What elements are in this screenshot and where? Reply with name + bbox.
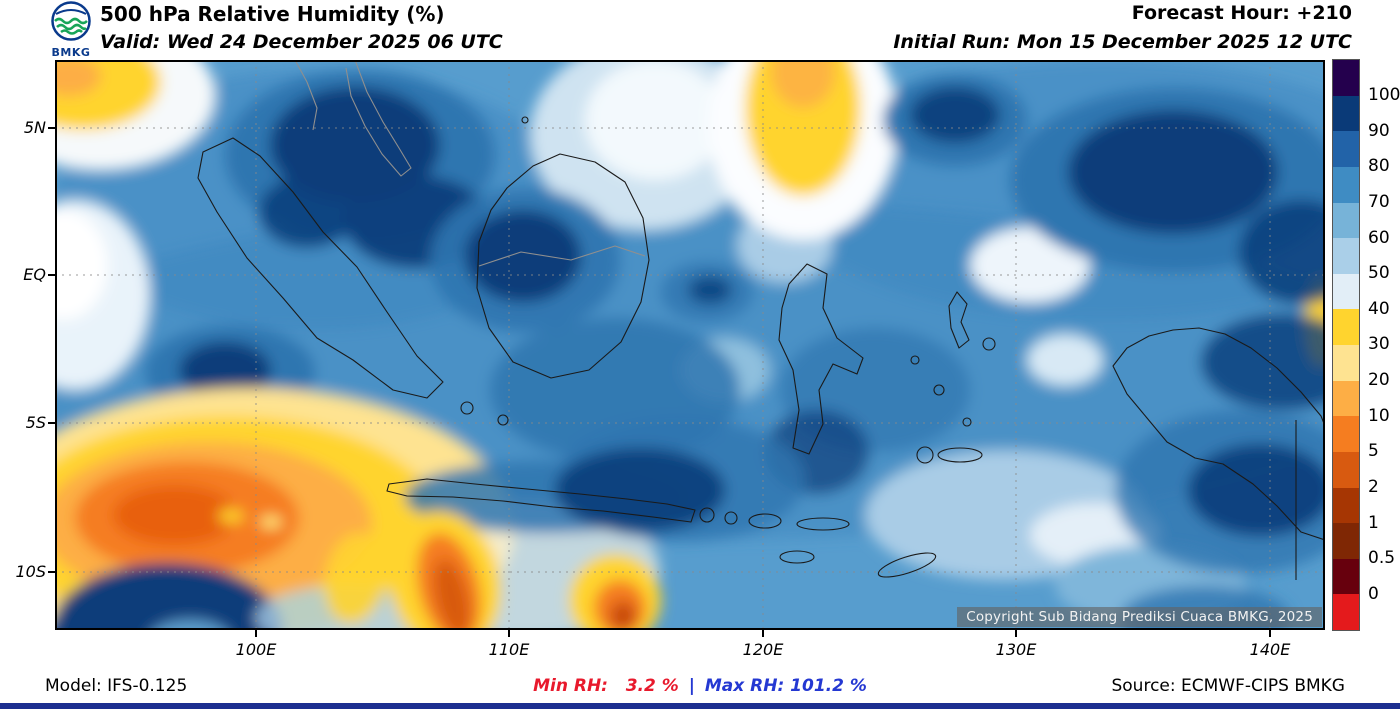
x-tick [762,630,764,637]
x-axis-label-140e: 140E [1249,640,1291,659]
max-rh-label: Max RH: 101.2 % [704,676,867,696]
y-axis-label-5n: 5N [23,118,46,137]
x-axis-label-110e: 110E [488,640,530,659]
colorbar-label: 1 [1368,513,1379,533]
min-max-separator: | [688,676,695,696]
bmkg-logo: BMKG [42,1,100,58]
colorbar-segment [1333,131,1359,167]
source-label: Source: ECMWF-CIPS BMKG [1111,676,1345,696]
colorbar-segment [1333,416,1359,452]
forecast-hour-label: Forecast Hour: +210 [1131,2,1352,24]
page-title: 500 hPa Relative Humidity (%) [100,2,445,26]
colorbar-label: 0 [1368,584,1379,604]
colorbar-segment [1333,309,1359,345]
colorbar-label: 30 [1368,334,1390,354]
x-tick [255,630,257,637]
x-tick [1269,630,1271,637]
bmkg-logo-icon [51,1,91,41]
colorbar-segment [1333,202,1359,239]
colorbar-label: 50 [1368,263,1390,283]
coastlines [197,60,1325,580]
colorbar-label: 90 [1368,121,1390,141]
x-axis-label-130e: 130E [995,640,1037,659]
colorbar-segment [1333,166,1359,203]
map-border [55,60,1325,630]
y-axis-label-eq: EQ [23,265,46,284]
x-tick [1015,630,1017,637]
model-label: Model: IFS-0.125 [45,676,188,696]
x-tick [508,630,510,637]
colorbar-segment [1333,95,1359,132]
colorbar-segment [1333,345,1359,381]
colorbar-label: 0.5 [1368,548,1396,568]
y-axis-label-10s: 10S [15,562,46,581]
gridlines [55,60,1325,630]
y-tick [48,422,55,424]
map-canvas: Copyright Sub Bidang Prediksi Cuaca BMKG… [55,60,1325,630]
colorbar-segment [1333,451,1359,488]
valid-time-label: Valid: Wed 24 December 2025 06 UTC [100,31,503,53]
colorbar-segment [1333,380,1359,417]
colorbar-segment [1333,594,1359,630]
colorbar-label: 2 [1368,477,1379,497]
y-tick [48,571,55,573]
x-axis-label-100e: 100E [235,640,277,659]
colorbar-label: 60 [1368,228,1390,248]
y-tick [48,127,55,129]
min-rh-label: Min RH: 3.2 % [533,676,679,696]
bottom-accent-bar [0,703,1400,709]
y-axis-label-5s: 5S [25,413,46,432]
colorbar-segment [1333,273,1359,310]
colorbar-segment [1333,487,1359,524]
colorbar-label: 5 [1368,441,1379,461]
colorbar-segment [1333,60,1359,96]
initial-run-label: Initial Run: Mon 15 December 2025 12 UTC [893,31,1352,53]
colorbar-label: 40 [1368,299,1390,319]
min-max-rh: Min RH: 3.2 % | Max RH: 101.2 % [0,676,1400,696]
colorbar-label: 10 [1368,406,1390,426]
rh-field [55,60,1325,630]
y-tick [48,274,55,276]
colorbar-segment [1333,523,1359,559]
colorbar-label: 80 [1368,156,1390,176]
rh-contour-map [55,60,1325,630]
colorbar-label: 100 [1368,85,1400,105]
colorbar-segment [1333,238,1359,274]
copyright-notice: Copyright Sub Bidang Prediksi Cuaca BMKG… [957,607,1322,627]
x-axis-label-120e: 120E [742,640,784,659]
bmkg-logo-label: BMKG [51,46,91,59]
colorbar-label: 20 [1368,370,1390,390]
colorbar [1332,59,1360,631]
colorbar-segment [1333,558,1359,595]
colorbar-label: 70 [1368,192,1390,212]
